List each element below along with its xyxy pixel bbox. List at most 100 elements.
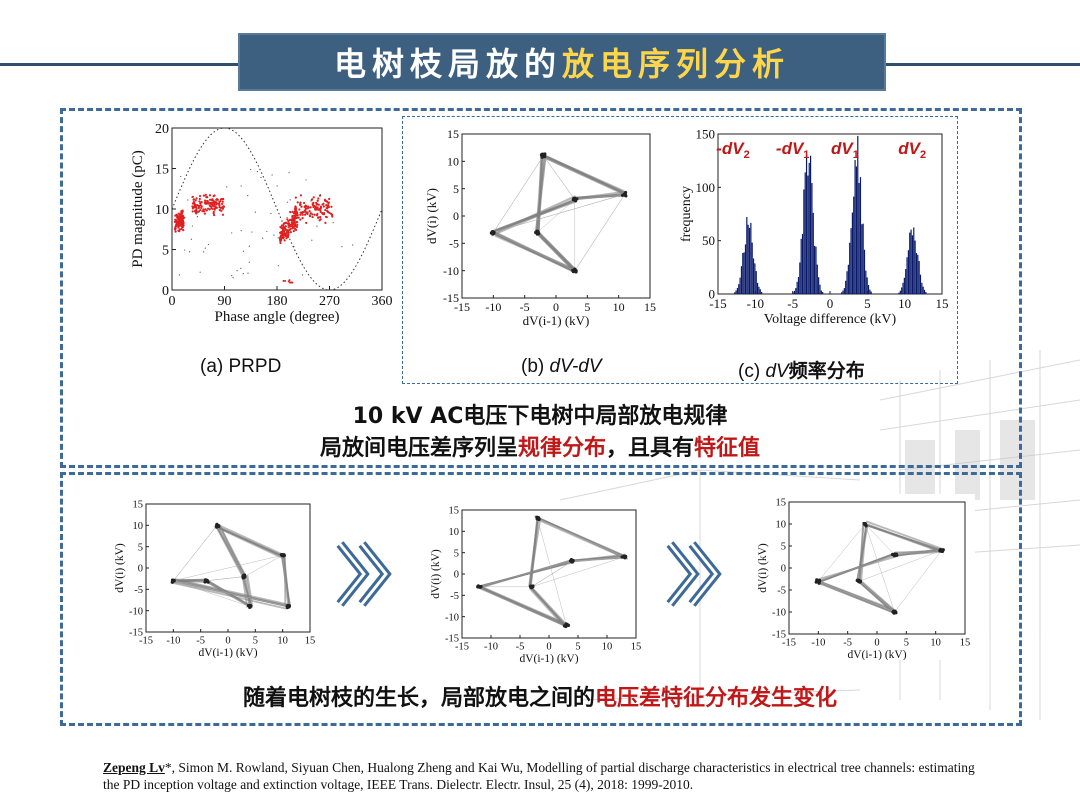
- prpd-point: [326, 207, 329, 210]
- histogram-bar: [797, 277, 800, 294]
- cluster-point: [248, 604, 252, 608]
- y-tick-label: 15: [776, 498, 787, 509]
- prpd-point: [306, 207, 309, 210]
- trace-line: [173, 555, 283, 581]
- prpd-point: [322, 202, 325, 205]
- histogram-bar: [903, 277, 905, 294]
- trace-line: [544, 156, 624, 194]
- prpd-noise-point: [178, 274, 181, 276]
- x-tick-label: 0: [827, 296, 834, 311]
- prpd-noise-point: [251, 231, 253, 233]
- trace-line: [215, 524, 246, 578]
- prpd-noise-point: [242, 250, 245, 252]
- cluster-point: [572, 196, 577, 200]
- y-tick-label: -5: [777, 586, 786, 597]
- y-tick-label: -10: [129, 606, 143, 617]
- prpd-point: [324, 215, 328, 218]
- prpd-noise-point: [277, 237, 279, 239]
- prpd-point: [210, 201, 213, 204]
- cluster-point: [564, 623, 568, 627]
- histogram-bar: [918, 260, 920, 294]
- prpd-noise-point: [180, 175, 182, 178]
- prpd-noise-point: [295, 217, 297, 219]
- histogram-bar: [919, 274, 922, 294]
- x-tick-label: -5: [516, 642, 525, 653]
- histogram-bar: [755, 271, 757, 294]
- prpd-noise-point: [232, 277, 234, 279]
- trace-line: [173, 580, 289, 607]
- chevron-right-icon: [666, 541, 722, 607]
- prpd-noise-point: [319, 194, 321, 196]
- histogram-bar: [909, 232, 911, 294]
- x-tick-label: 270: [319, 294, 340, 309]
- trace-line: [173, 525, 218, 581]
- trace-line: [536, 518, 624, 559]
- prpd-point: [220, 197, 223, 201]
- plot-frame: [788, 501, 966, 635]
- y-axis-label: dV(i) (kV): [114, 543, 126, 593]
- prpd-noise-point: [226, 186, 228, 188]
- prpd-point: [289, 281, 292, 284]
- prpd-noise-point: [309, 213, 311, 216]
- top-summary-line2: 局放间电压差序列呈规律分布，且具有特征值: [319, 436, 761, 461]
- trace-line: [217, 526, 281, 556]
- trace-line: [528, 587, 565, 628]
- prpd-point: [287, 226, 290, 229]
- prpd-point: [201, 210, 204, 213]
- prpd-point: [291, 225, 294, 228]
- trace-bundle: [477, 515, 629, 628]
- prpd-point: [316, 199, 319, 202]
- x-axis-label: dV(i-1) (kV): [198, 647, 257, 658]
- prpd-point: [285, 235, 288, 238]
- x-tick-label: 0: [553, 300, 559, 314]
- y-tick-label: 5: [138, 542, 143, 553]
- histogram-bar: [811, 183, 813, 294]
- prpd-point: [331, 213, 334, 217]
- trace-line: [480, 585, 568, 625]
- trace-line: [817, 581, 894, 613]
- prpd-point: [195, 197, 198, 200]
- trace-line: [477, 585, 567, 628]
- histogram-bar: [752, 258, 755, 294]
- histogram-bar: [736, 287, 739, 294]
- trace-line: [859, 581, 895, 613]
- prpd-noise-point: [191, 225, 194, 227]
- prpd-point: [219, 209, 222, 212]
- prpd-point: [291, 227, 294, 230]
- x-tick-label: -10: [166, 636, 180, 647]
- caption-c: (c) dV频率分布: [738, 361, 865, 382]
- trace-line: [528, 585, 569, 628]
- x-tick-label: -15: [782, 638, 796, 649]
- cluster-point: [490, 230, 494, 234]
- cluster-point: [573, 199, 578, 203]
- prpd-point: [295, 212, 298, 215]
- prpd-point: [208, 204, 212, 207]
- trace-line: [543, 155, 575, 200]
- prpd-noise-point: [293, 245, 295, 248]
- trace-line: [245, 575, 252, 606]
- prpd-point: [198, 197, 201, 201]
- histogram-bar: [846, 271, 848, 294]
- prpd-noise-point: [262, 237, 264, 239]
- prpd-point: [215, 203, 218, 206]
- prpd-point: [288, 228, 291, 231]
- prpd-point: [198, 205, 201, 208]
- histogram-bar: [854, 160, 856, 294]
- prpd-point: [305, 211, 308, 215]
- prpd-point: [311, 213, 314, 216]
- prpd-point: [216, 197, 219, 201]
- cluster-point: [285, 605, 290, 609]
- histogram-bar: [739, 277, 741, 294]
- histogram-bar: [914, 240, 916, 294]
- y-axis-label: PD magnitude (pC): [130, 150, 146, 268]
- prpd-noise-point: [231, 232, 233, 234]
- histogram-bar: [796, 281, 798, 294]
- trace-line: [574, 193, 625, 200]
- prpd-point: [305, 221, 308, 225]
- prpd-point: [213, 213, 216, 217]
- trace-bundle: [170, 523, 292, 610]
- prpd-point: [213, 203, 216, 206]
- y-tick-label: 5: [162, 243, 169, 258]
- prpd-point: [182, 228, 185, 232]
- histogram-bar: [867, 285, 870, 294]
